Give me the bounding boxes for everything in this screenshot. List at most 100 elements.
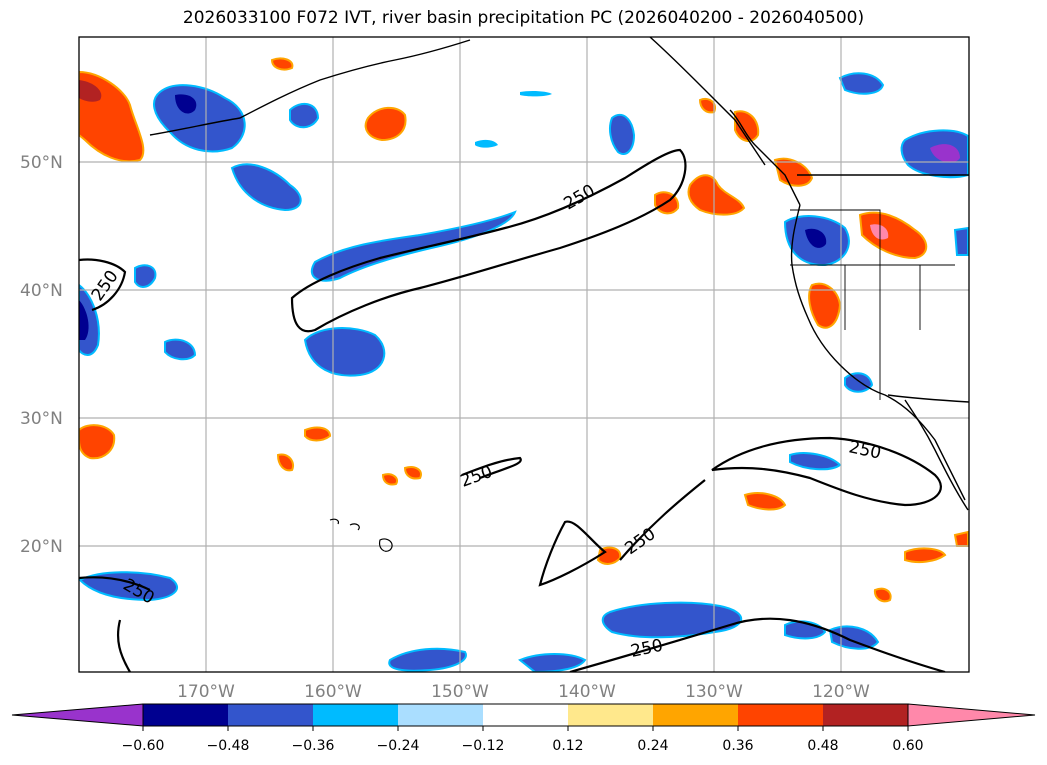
contour-label: 250: [88, 267, 123, 305]
lon-labels: 170°W 160°W 150°W 140°W 130°W 120°W: [177, 682, 870, 702]
contour-label: 250: [847, 437, 883, 463]
colorbar-tick-label: 0.36: [722, 738, 753, 754]
pos-blob: [873, 587, 892, 603]
ivt-contour-lower-left: [79, 576, 151, 672]
border-us-mexico: [887, 394, 969, 403]
pos-blob: [79, 80, 102, 102]
contour-label: 250: [458, 462, 495, 492]
neg-blob: [164, 338, 197, 361]
ivt-contour-center: [461, 456, 522, 480]
colorbar-swatch: [568, 704, 653, 726]
lon-label-160w: 160°W: [304, 682, 362, 702]
neg-blob: [838, 72, 885, 95]
pos-blob: [808, 282, 842, 329]
border-states: [790, 209, 955, 400]
neg-blob: [475, 139, 498, 148]
colorbar-swatch: [738, 704, 823, 726]
neg-blob: [844, 372, 874, 393]
neg-blob: [518, 653, 587, 672]
coastline-alaska: [149, 39, 471, 136]
pos-blob: [79, 424, 116, 460]
coastline-baja-gulf: [904, 399, 969, 511]
lon-label-170w: 170°W: [177, 682, 235, 702]
contour-label: 250: [629, 636, 665, 662]
colorbar-swatch: [398, 704, 483, 726]
pos-blob: [870, 224, 889, 240]
neg-blob: [303, 327, 386, 377]
coastline-bc: [729, 109, 801, 206]
lat-label-50n: 50°N: [20, 153, 63, 173]
neg-blob: [230, 163, 302, 212]
pos-blob: [743, 492, 787, 511]
coastlines: [149, 37, 969, 552]
pos-blob: [698, 98, 716, 114]
neg-blob: [805, 228, 827, 248]
neg-blob: [789, 452, 842, 471]
ivt-contour-lower-right: [569, 617, 946, 672]
neg-blob: [388, 647, 467, 672]
colorbar-swatch: [143, 704, 228, 726]
colorbar-tick-label: −0.24: [377, 738, 420, 754]
colorbar-tick-label: 0.12: [552, 738, 583, 754]
neg-blob: [79, 571, 178, 602]
pos-blob: [773, 157, 814, 187]
contour-label: 250: [561, 181, 599, 215]
colorbar-swatch: [653, 704, 738, 726]
pos-blob: [364, 106, 407, 142]
neg-blob: [175, 94, 197, 114]
map-title: 2026033100 F072 IVT, river basin precipi…: [182, 8, 865, 28]
colorbar-swatch: [313, 704, 398, 726]
neg-blob: [601, 601, 743, 639]
colorbar-tick-label: 0.24: [637, 738, 668, 754]
map-plot-area: [79, 57, 969, 672]
coastline-alaska-panhandle: [649, 37, 766, 166]
colorbar-tick-label: 0.48: [807, 738, 838, 754]
neg-blob: [828, 625, 880, 650]
neg-blob: [609, 113, 636, 155]
colorbar: −0.60 −0.48 −0.36 −0.24 −0.12 0.12 0.24 0.36 0.4…: [11, 703, 1036, 754]
pos-blob: [734, 110, 760, 142]
colorbar-swatch: [228, 704, 313, 726]
lon-label-130w: 130°W: [685, 682, 743, 702]
pos-blob: [904, 547, 947, 564]
lat-label-20n: 20°N: [20, 537, 63, 557]
colorbar-swatch: [483, 704, 568, 726]
hawaii-islands: [329, 518, 393, 552]
ivt-contour-subtropical: [711, 436, 942, 507]
pos-blob: [304, 426, 332, 442]
ivt-contour-main: [290, 148, 687, 333]
colorbar-extend-low: [11, 703, 144, 727]
pos-blob: [403, 466, 422, 480]
contour-labels: 250 250 250 250 250 250 250: [88, 181, 883, 662]
colorbar-frame: [142, 703, 909, 727]
neg-blob: [79, 300, 89, 340]
lon-label-150w: 150°W: [431, 682, 489, 702]
map-gridlines: [79, 37, 969, 672]
lat-label-40n: 40°N: [20, 281, 63, 301]
lon-label-120w: 120°W: [812, 682, 870, 702]
pos-blob: [270, 57, 294, 71]
lat-labels: 20°N 30°N 40°N 50°N: [20, 153, 63, 557]
pos-blob: [858, 211, 928, 260]
colorbar-extend-high: [907, 703, 1036, 727]
lat-label-30n: 30°N: [20, 409, 63, 429]
pos-blob: [953, 530, 969, 547]
precip-negative-blobs: [79, 72, 969, 672]
neg-blob: [930, 144, 960, 163]
neg-blob: [520, 90, 552, 97]
neg-blob: [153, 84, 246, 153]
contour-label: 250: [621, 524, 659, 559]
neg-blob: [134, 264, 157, 288]
ivt-contour-left: [79, 258, 127, 312]
pos-blob: [687, 174, 746, 216]
neg-blob: [953, 226, 969, 256]
ivt-contours: [79, 148, 946, 672]
colorbar-tick-label: 0.60: [892, 738, 923, 754]
colorbar-tick-label: −0.36: [292, 738, 335, 754]
neg-blob: [289, 102, 320, 129]
colorbar-tick-label: −0.12: [462, 738, 505, 754]
lon-label-140w: 140°W: [558, 682, 616, 702]
ivt-contour-subtropical-tail: [538, 479, 706, 587]
colorbar-tick-label: −0.60: [122, 738, 165, 754]
